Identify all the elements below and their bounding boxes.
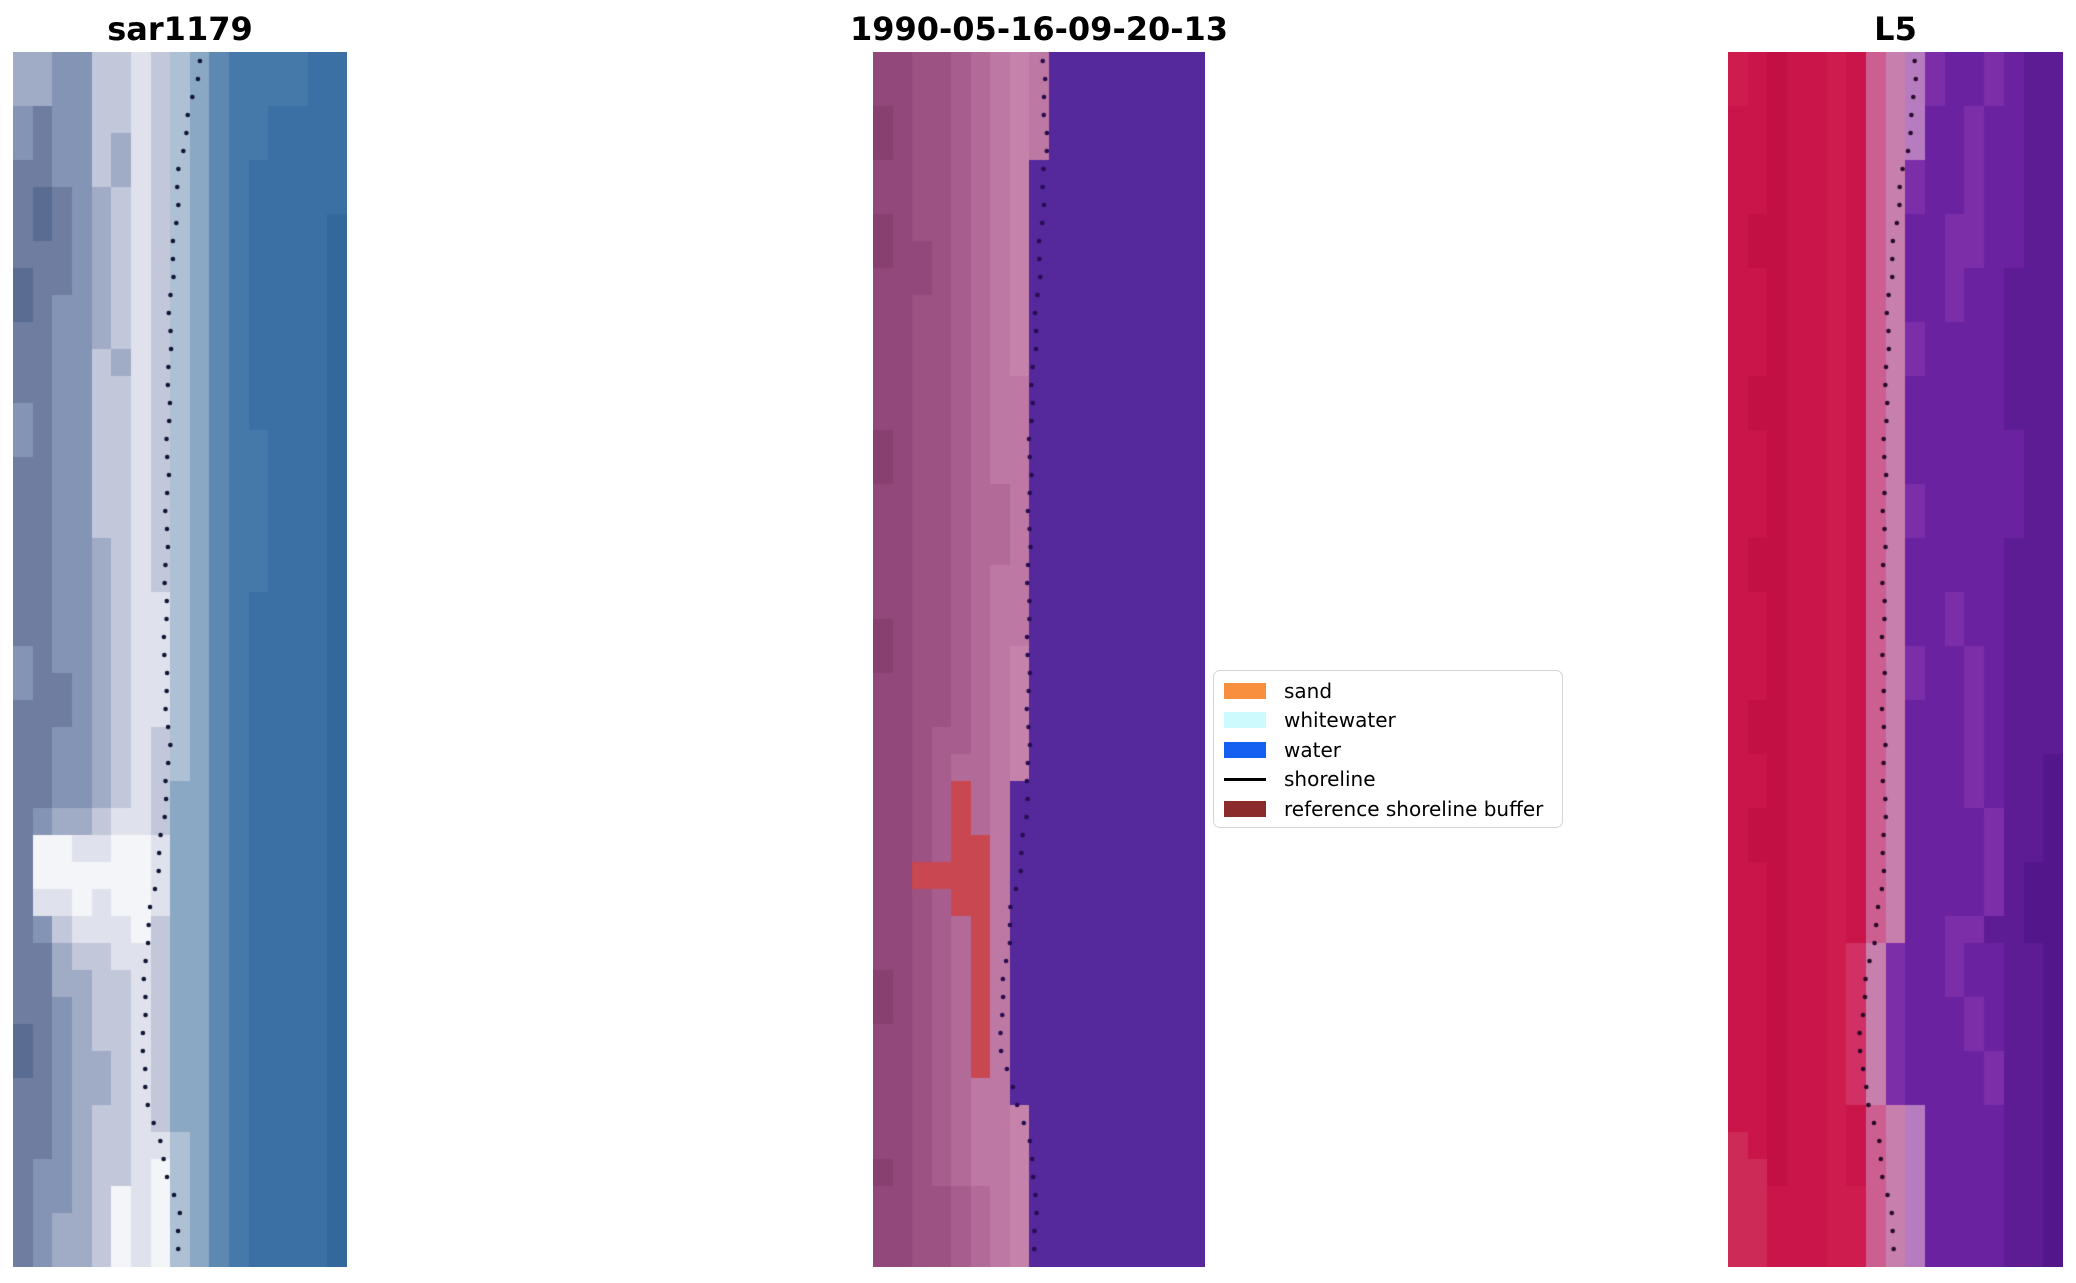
legend-item-sand: sand	[1224, 676, 1550, 706]
legend-item-water: water	[1224, 735, 1550, 765]
legend-label-water: water	[1284, 737, 1341, 762]
panel-l5: L5	[1728, 6, 2063, 1267]
sand-swatch-icon	[1224, 682, 1266, 699]
sar1179-image	[13, 52, 347, 1267]
panel-classified-date: 1990-05-16-09-20-13	[849, 6, 1229, 1267]
legend-label-shoreline: shoreline	[1284, 767, 1376, 792]
legend-label-whitewater: whitewater	[1284, 708, 1396, 733]
water-swatch-icon	[1224, 741, 1266, 758]
whitewater-swatch-icon	[1224, 712, 1266, 729]
legend-item-whitewater: whitewater	[1224, 706, 1550, 736]
panel-title-l5: L5	[1874, 10, 1917, 48]
legend-label-reference-shoreline-buffer: reference shoreline buffer	[1284, 796, 1544, 821]
classified-image	[873, 52, 1205, 1267]
reference-shoreline-buffer-swatch-icon	[1224, 800, 1266, 817]
legend-item-reference-shoreline-buffer: reference shoreline buffer	[1224, 794, 1550, 824]
panel-sar1179: sar1179	[13, 6, 347, 1267]
legend-item-shoreline: shoreline	[1224, 765, 1550, 795]
shoreline-line-icon	[1224, 777, 1266, 781]
panel-title-date: 1990-05-16-09-20-13	[849, 10, 1229, 48]
panel-title-sar1179: sar1179	[107, 10, 253, 48]
legend-label-sand: sand	[1284, 678, 1333, 703]
l5-image	[1728, 52, 2063, 1267]
legend: sand whitewater water shoreline referenc…	[1213, 670, 1563, 828]
